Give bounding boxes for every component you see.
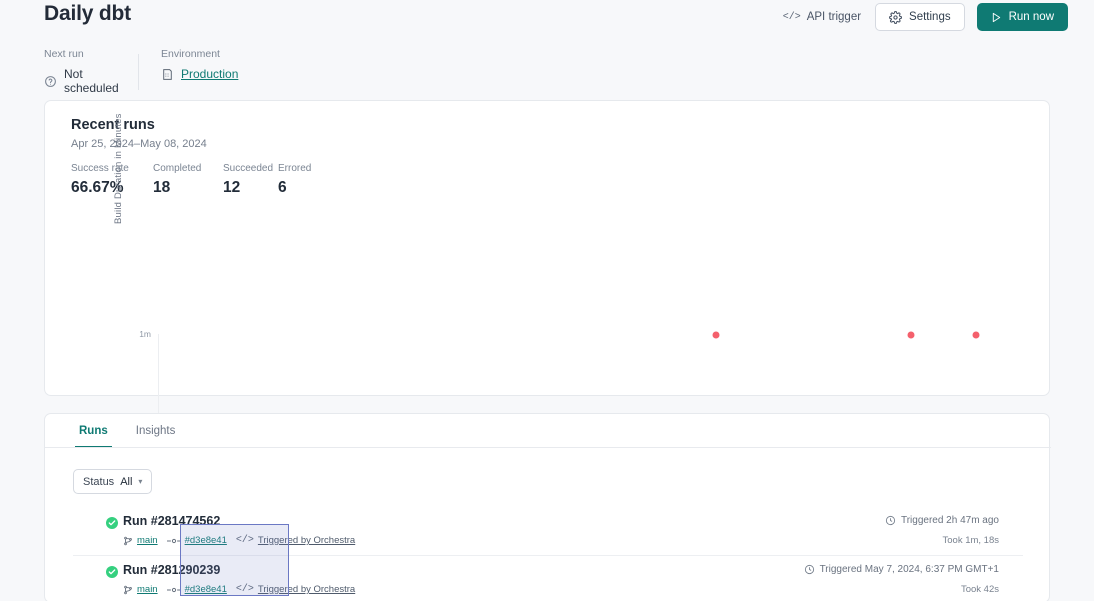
chart-point-errored[interactable] <box>907 331 915 339</box>
runs-list: Run #281474562 main <box>73 507 1023 601</box>
run-trigger-label: Triggered by Orchestra <box>257 535 356 546</box>
recent-runs-stats: Success rate 66.67% Completed 18 Succeed… <box>71 163 333 197</box>
environment-label: Environment <box>161 48 220 60</box>
stat-succeeded: Succeeded 12 <box>223 163 278 197</box>
tab-runs[interactable]: Runs <box>65 414 122 448</box>
chart-y-axis-line <box>158 334 159 451</box>
chevron-down-icon: ▾ <box>138 477 143 486</box>
table-row[interactable]: Run #281474562 main <box>73 507 1023 555</box>
run-trigger-source: </> Triggered by Orchestra <box>236 584 355 595</box>
clock-icon <box>804 564 815 575</box>
api-trigger-label: API trigger <box>806 11 862 23</box>
status-filter-label: Status <box>83 475 115 488</box>
page-header: Daily dbt </> API trigger Settings <box>0 0 1094 95</box>
stat-label: Errored <box>278 163 312 174</box>
environment-link[interactable]: Production <box>181 67 239 81</box>
status-badge <box>106 517 118 529</box>
tab-bar-underline <box>45 447 1051 448</box>
branch-icon <box>123 536 133 546</box>
chart-y-tick-top: 1m <box>139 329 151 339</box>
header-actions: </> API trigger Settings Run <box>781 3 1068 31</box>
check-circle-icon <box>106 566 118 578</box>
check-circle-icon <box>106 517 118 529</box>
run-info: Run #281290239 main <box>123 563 355 595</box>
settings-label: Settings <box>909 11 951 23</box>
chart-point-errored[interactable] <box>712 331 720 339</box>
clock-question-icon <box>44 75 57 88</box>
next-run-label: Next run <box>44 48 84 60</box>
api-trigger-button[interactable]: </> API trigger <box>781 7 863 27</box>
runs-duration-chart: Build Duration in Minutes 1m 0m Apr 27Ap… <box>45 101 1051 464</box>
run-triggered-at: Triggered May 7, 2024, 6:37 PM GMT+1 <box>819 564 999 575</box>
stat-label: Success rate <box>71 163 129 174</box>
recent-runs-card: Recent runs Apr 25, 2024–May 08, 2024 Su… <box>44 100 1051 464</box>
branch-icon <box>123 585 133 595</box>
page-title: Daily dbt <box>44 2 131 25</box>
run-timing: Triggered May 7, 2024, 6:37 PM GMT+1 Too… <box>804 564 999 595</box>
environment-block: Environment Production <box>161 48 238 81</box>
tab-insights[interactable]: Insights <box>135 425 176 437</box>
environment-value-row: Production <box>161 67 238 81</box>
code-icon: </> <box>235 584 254 595</box>
filter-bar: Status All ▾ <box>73 469 153 494</box>
chart-y-axis-title: Build Duration in Minutes <box>113 113 124 224</box>
stat-label: Completed <box>153 163 202 174</box>
run-now-button[interactable]: Run now <box>976 3 1068 31</box>
recent-runs-title: Recent runs <box>71 117 155 133</box>
stat-success-rate: Success rate 66.67% <box>71 163 153 197</box>
play-icon <box>991 12 1002 23</box>
clock-icon <box>885 515 896 526</box>
run-sub-meta: main #d3e8e41 </> Trigg <box>123 584 355 595</box>
run-triggered-at-row: Triggered May 7, 2024, 6:37 PM GMT+1 <box>804 564 999 575</box>
run-commit: #d3e8e41 <box>166 535 227 546</box>
next-run-value: Not scheduled <box>64 67 119 95</box>
stat-value: 66.67% <box>71 179 124 196</box>
run-trigger-source: </> Triggered by Orchestra <box>236 535 355 546</box>
run-triggered-at: Triggered 2h 47m ago <box>900 515 999 526</box>
next-run-block: Next run Not scheduled <box>44 48 138 95</box>
status-filter-value: All <box>120 475 133 488</box>
stat-errored: Errored 6 <box>278 163 333 197</box>
run-branch-link[interactable]: main <box>137 584 158 595</box>
run-commit-link[interactable]: #d3e8e41 <box>184 584 227 595</box>
runs-card: Runs Insights Status All ▾ Run #28147456… <box>44 413 1051 601</box>
chart-point-errored[interactable] <box>972 331 980 339</box>
stat-value: 6 <box>278 179 287 196</box>
status-filter-select[interactable]: Status All ▾ <box>73 469 153 494</box>
header-meta: Next run Not scheduled Environment <box>44 48 238 95</box>
run-now-label: Run now <box>1008 11 1054 23</box>
commit-icon <box>166 585 181 595</box>
run-info: Run #281474562 main <box>123 514 355 546</box>
table-row[interactable]: Run #281290239 main <box>73 555 1023 601</box>
gear-icon <box>889 10 903 24</box>
run-branch: main <box>123 535 158 546</box>
settings-button[interactable]: Settings <box>875 3 965 31</box>
run-branch: main <box>123 584 158 595</box>
run-commit-link[interactable]: #d3e8e41 <box>184 535 227 546</box>
run-duration: Took 1m, 18s <box>942 535 1000 546</box>
recent-runs-date-range: Apr 25, 2024–May 08, 2024 <box>71 138 207 150</box>
server-icon <box>161 68 174 81</box>
run-branch-link[interactable]: main <box>137 535 158 546</box>
meta-divider <box>138 53 139 90</box>
run-name[interactable]: Run #281474562 <box>123 514 221 528</box>
code-icon: </> <box>235 535 254 546</box>
commit-icon <box>166 536 181 546</box>
stat-completed: Completed 18 <box>153 163 223 197</box>
run-timing: Triggered 2h 47m ago Took 1m, 18s <box>885 515 999 546</box>
run-name[interactable]: Run #281290239 <box>123 563 221 577</box>
run-duration: Took 42s <box>960 584 999 595</box>
run-triggered-at-row: Triggered 2h 47m ago <box>885 515 999 526</box>
code-icon: </> <box>782 11 801 23</box>
run-commit: #d3e8e41 <box>166 584 227 595</box>
tab-bar: Runs Insights <box>45 414 1051 448</box>
run-trigger-label: Triggered by Orchestra <box>257 584 356 595</box>
next-run-value-row: Not scheduled <box>44 67 138 95</box>
run-sub-meta: main #d3e8e41 </> Trigg <box>123 535 355 546</box>
stat-label: Succeeded <box>223 163 274 174</box>
stat-value: 18 <box>153 179 171 196</box>
stat-value: 12 <box>223 179 241 196</box>
status-badge <box>106 566 118 578</box>
